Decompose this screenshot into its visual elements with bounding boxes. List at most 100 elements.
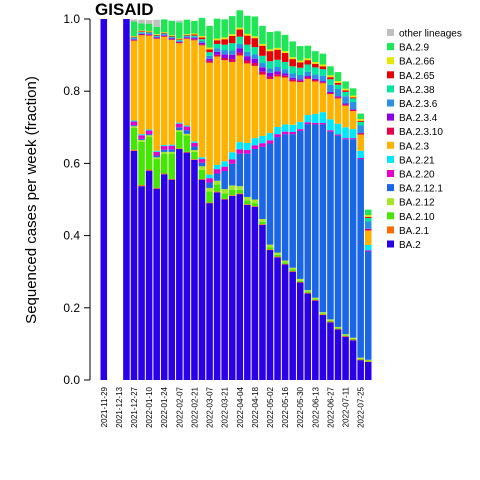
bar-segment-BA-2-1: [236, 193, 244, 195]
bar-segment-BA-2-9: [274, 31, 281, 48]
bar-segment-BA-2-65: [274, 49, 281, 60]
bar-segment-BA-2-3-6: [319, 75, 327, 82]
bar-segment-BA-2-10: [138, 141, 145, 186]
bar-segment-BA-2: [123, 19, 130, 380]
legend-label: BA.2.10: [399, 212, 435, 223]
bar-segment-BA-2-1: [206, 202, 213, 204]
legend-label: BA.2.3.10: [399, 127, 443, 138]
bar-segment-BA-2-3: [357, 134, 364, 151]
bar-segment-BA-2-3: [274, 76, 281, 127]
bar-segment-BA-2-3-4: [138, 33, 145, 35]
bar-segment-BA-2-3-10: [221, 57, 228, 61]
bar-segment-BA-2-1: [364, 361, 372, 362]
bar-segment-BA-2: [213, 192, 221, 380]
bar-segment-BA-2-3-10: [236, 52, 244, 56]
bar-segment-other-lineages: [176, 20, 183, 23]
bar-segment-BA-2-3-4: [296, 79, 304, 81]
legend-label: BA.2.21: [399, 155, 435, 166]
bar-segment-BA-2-9: [364, 209, 372, 216]
bar-segment-BA-2-3: [198, 45, 206, 158]
bar-segment-BA-2-3-6: [236, 43, 244, 49]
bar-segment-BA-2-1: [191, 159, 198, 160]
legend-swatch: [387, 85, 394, 93]
bar-segment-BA-2-9: [145, 23, 153, 31]
bar-segment-BA-2-65: [251, 38, 259, 48]
bar-segment-BA-2-3: [206, 62, 213, 175]
bar-segment-BA-2-66: [296, 60, 304, 63]
bar-segment-BA-2-20: [168, 145, 176, 150]
bar-segment-BA-2-3: [342, 105, 349, 128]
bar-segment-BA-2-3-10: [296, 80, 304, 83]
bar-segment-BA-2-12: [327, 319, 334, 321]
x-tick-label: 2022-06-13: [311, 386, 320, 427]
bar-segment-BA-2-65: [319, 66, 327, 70]
bar-segment-BA-2-12: [304, 290, 312, 292]
bar-segment-BA-2-66: [274, 47, 281, 50]
legend-label: BA.2.9: [399, 43, 429, 54]
bar-segment-BA-2-3: [364, 230, 372, 245]
bar-segment-BA-2-12: [138, 139, 145, 142]
bar-segment-BA-2-12: [160, 151, 168, 154]
bar-segment-BA-2-66: [259, 43, 266, 46]
x-tick-label: 2022-02-07: [175, 386, 184, 427]
bar-segment-BA-2-10: [319, 313, 327, 315]
bar-segment-BA-2-3-4: [259, 67, 266, 72]
x-tick-label: 2022-05-16: [281, 386, 290, 427]
legend-label: BA.2.65: [399, 71, 435, 82]
bar-segment-BA-2-12: [251, 199, 259, 204]
bar-segment-BA-2-9: [244, 15, 251, 34]
bar-segment-BA-2-3-10: [327, 93, 334, 95]
bar-segment-BA-2-9: [334, 72, 342, 82]
bar-segment-BA-2-3: [145, 35, 153, 130]
bar-segment-BA-2-65: [312, 63, 319, 68]
bar-segment-BA-2-21: [259, 135, 266, 144]
bar-segment-BA-2-3-4: [206, 58, 213, 61]
bar-segment-BA-2-21: [168, 144, 176, 146]
bar-segment-BA-2-38: [183, 35, 191, 37]
bar-segment-BA-2-10: [191, 151, 198, 160]
bar-segment-BA-2-9: [259, 25, 266, 44]
bar-segment-BA-2-66: [357, 119, 364, 121]
bar-segment-BA-2-3-4: [349, 109, 357, 110]
bar-segment-BA-2-65: [236, 29, 244, 37]
bar-segment-BA-2-3-4: [289, 77, 296, 80]
bar-segment-BA-2-9: [296, 46, 304, 61]
x-tick-label: 2022-07-25: [357, 386, 366, 427]
legend-label: BA.2.12.1: [399, 184, 443, 195]
bar-segment-BA-2-12-1: [312, 124, 319, 298]
bar-segment-BA-2-12-1: [274, 137, 281, 253]
bar-segment-BA-2-21: [312, 113, 319, 123]
bar-segment-BA-2-66: [364, 215, 372, 217]
bar-segment-BA-2-1: [357, 359, 364, 361]
bar-segment-BA-2: [266, 250, 274, 380]
bar-segment-BA-2-3-6: [259, 63, 266, 68]
bar-segment-BA-2-9: [206, 25, 213, 48]
bar-segment-BA-2-21: [145, 129, 153, 131]
bar-segment-BA-2-38: [160, 33, 168, 35]
legend-label: BA.2.3: [399, 141, 429, 152]
bar-segment-BA-2-38: [364, 217, 372, 222]
bar-segment-BA-2: [334, 329, 342, 380]
bar-segment-BA-2-12-1: [145, 134, 153, 136]
bar-segment-BA-2-65: [191, 34, 198, 36]
legend-swatch: [387, 184, 394, 192]
bar-segment-BA-2-12-1: [349, 139, 357, 338]
bar-segment-BA-2-3-6: [266, 68, 274, 73]
bar-segment-BA-2-66: [327, 75, 334, 78]
legend-swatch: [387, 198, 394, 206]
bar-segment-BA-2-3: [213, 56, 221, 165]
bar-segment-BA-2: [312, 300, 319, 380]
bar-segment-BA-2-3-6: [334, 89, 342, 97]
bar-segment-BA-2-38: [342, 91, 349, 97]
bar-segment-BA-2-1: [349, 339, 357, 341]
bar-segment-BA-2-9: [160, 19, 168, 32]
legend-swatch: [387, 170, 394, 177]
x-tick-label: 2022-04-04: [236, 386, 245, 427]
bar-segment-BA-2-3-6: [198, 41, 206, 43]
bar-segment-BA-2-10: [244, 200, 251, 205]
bar-segment-BA-2-12-1: [259, 146, 266, 219]
bar-segment-BA-2-10: [176, 131, 183, 149]
bar-segment-BA-2-65: [327, 77, 334, 80]
bar-segment-BA-2-10: [145, 137, 153, 170]
bar-segment-BA-2-20: [289, 131, 296, 135]
